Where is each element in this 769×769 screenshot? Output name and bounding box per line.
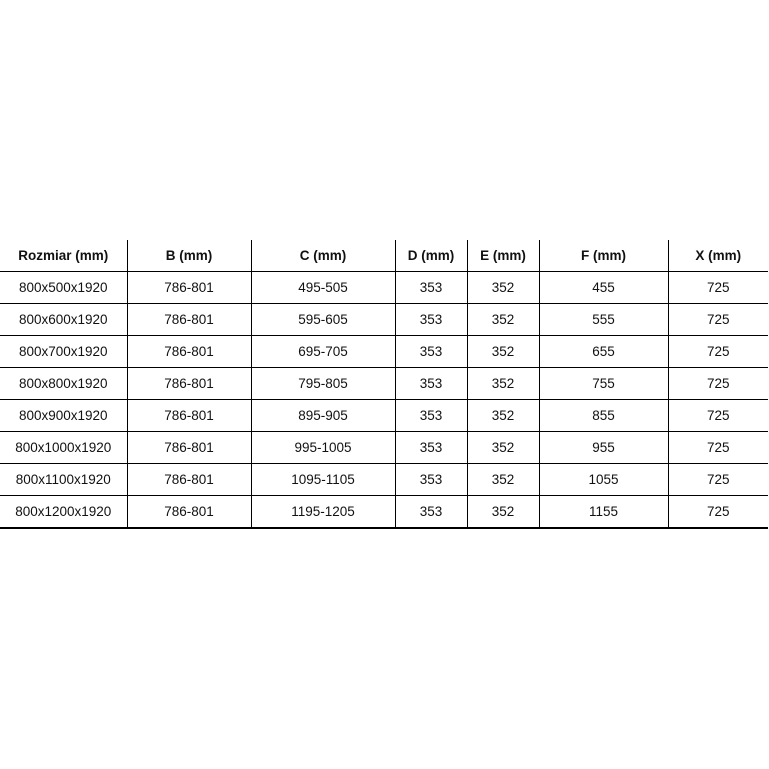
table-cell: 995-1005 — [250, 431, 395, 464]
table-cell: 755 — [538, 367, 668, 400]
table-cell: 725 — [667, 399, 768, 432]
table-cell: 353 — [394, 463, 467, 496]
header-row: Rozmiar (mm) B (mm) C (mm) D (mm) E (mm) F (m… — [0, 240, 768, 272]
table-cell: 800x800x1920 — [0, 367, 127, 400]
table-cell: 800x700x1920 — [0, 335, 127, 368]
table-cell: 725 — [667, 335, 768, 368]
dimensions-table: Rozmiar (mm) B (mm) C (mm) D (mm) E (mm) F (m… — [0, 240, 768, 529]
table-cell: 800x1100x1920 — [0, 463, 127, 496]
table-cell: 725 — [667, 463, 768, 496]
table-cell: 786-801 — [126, 495, 251, 529]
table-cell: 800x900x1920 — [0, 399, 127, 432]
table-cell: 352 — [466, 367, 539, 400]
table-row: 800x1100x1920 786-801 1095-1105 353 352 1055 7… — [0, 463, 768, 496]
table-cell: 786-801 — [126, 367, 251, 400]
table-cell: 800x500x1920 — [0, 271, 127, 304]
table-cell: 352 — [466, 495, 539, 529]
table-row: 800x700x1920 786-801 695-705 353 352 655 725 — [0, 335, 768, 368]
table-cell: 786-801 — [126, 271, 251, 304]
table-cell: 800x600x1920 — [0, 303, 127, 336]
table-cell: 1055 — [538, 463, 668, 496]
table-row: 800x600x1920 786-801 595-605 353 352 555 725 — [0, 303, 768, 336]
table-row: 800x1200x1920 786-801 1195-1205 353 352 1155 7… — [0, 495, 768, 529]
table-cell: 895-905 — [250, 399, 395, 432]
table-cell: 1195-1205 — [250, 495, 395, 529]
table-cell: 595-605 — [250, 303, 395, 336]
table-cell: 353 — [394, 431, 467, 464]
table-cell: 353 — [394, 367, 467, 400]
table-cell: 725 — [667, 367, 768, 400]
table-row: 800x800x1920 786-801 795-805 353 352 755 725 — [0, 367, 768, 400]
table-cell: 352 — [466, 271, 539, 304]
table-cell: 695-705 — [250, 335, 395, 368]
table-cell: 353 — [394, 495, 467, 529]
table-row: 800x900x1920 786-801 895-905 353 352 855 725 — [0, 399, 768, 432]
table-cell: 725 — [667, 303, 768, 336]
table-row: 800x1000x1920 786-801 995-1005 353 352 955 725 — [0, 431, 768, 464]
table-cell: 800x1200x1920 — [0, 495, 127, 529]
column-header: E (mm) — [466, 240, 539, 272]
table-cell: 352 — [466, 335, 539, 368]
table-cell: 1095-1105 — [250, 463, 395, 496]
table-cell: 725 — [667, 495, 768, 529]
table-cell: 352 — [466, 431, 539, 464]
table-cell: 725 — [667, 271, 768, 304]
column-header: B (mm) — [126, 240, 251, 272]
table-cell: 786-801 — [126, 431, 251, 464]
table-cell: 352 — [466, 399, 539, 432]
table-cell: 725 — [667, 431, 768, 464]
column-header: X (mm) — [667, 240, 768, 272]
table-cell: 352 — [466, 303, 539, 336]
table-cell: 352 — [466, 463, 539, 496]
table-cell: 955 — [538, 431, 668, 464]
table-cell: 800x1000x1920 — [0, 431, 127, 464]
table-cell: 353 — [394, 399, 467, 432]
table-cell: 555 — [538, 303, 668, 336]
table-cell: 353 — [394, 303, 467, 336]
table-cell: 655 — [538, 335, 668, 368]
table-cell: 455 — [538, 271, 668, 304]
table-cell: 353 — [394, 335, 467, 368]
table-cell: 1155 — [538, 495, 668, 529]
table-cell: 855 — [538, 399, 668, 432]
column-header: Rozmiar (mm) — [18, 248, 109, 263]
column-header: F (mm) — [538, 240, 668, 272]
table-cell: 786-801 — [126, 303, 251, 336]
table-cell: 353 — [394, 271, 467, 304]
table-row: 800x500x1920 786-801 495-505 353 352 455 725 — [0, 271, 768, 304]
table-cell: 786-801 — [126, 335, 251, 368]
table-cell: 795-805 — [250, 367, 395, 400]
column-header: C (mm) — [250, 240, 395, 272]
table-cell: 786-801 — [126, 399, 251, 432]
table-cell: 495-505 — [250, 271, 395, 304]
column-header: D (mm) — [394, 240, 467, 272]
table-cell: 786-801 — [126, 463, 251, 496]
